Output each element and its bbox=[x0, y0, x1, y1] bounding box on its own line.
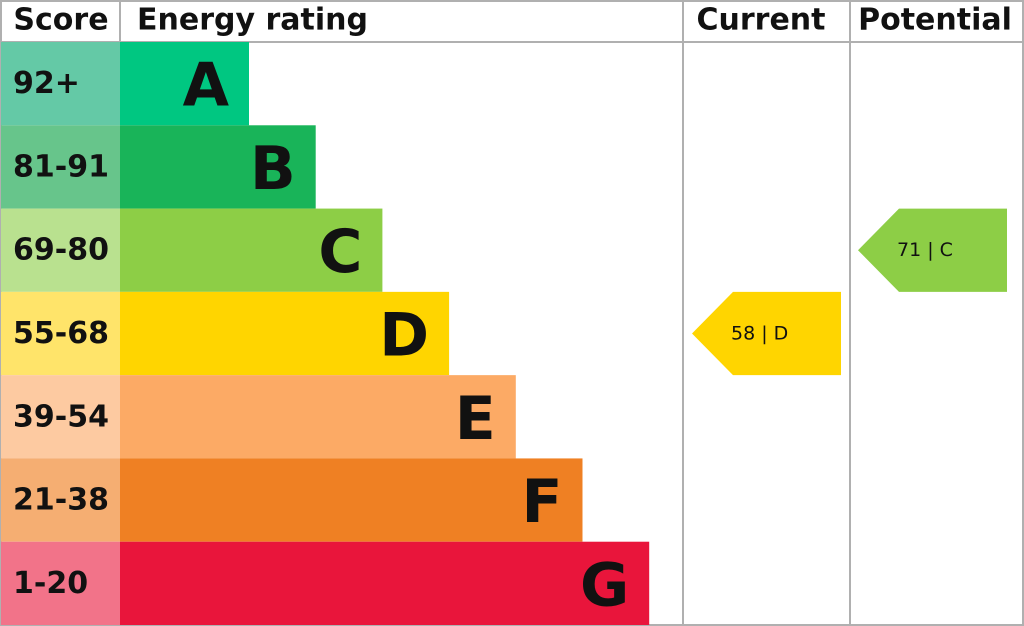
rating-bar bbox=[120, 125, 316, 209]
potential-label: 71 | C bbox=[897, 239, 953, 261]
rating-letter: A bbox=[183, 51, 230, 121]
header-rating: Energy rating bbox=[137, 3, 368, 38]
score-cell bbox=[1, 125, 120, 209]
score-label: 39-54 bbox=[13, 399, 109, 434]
rating-bar bbox=[120, 458, 583, 542]
rating-bar bbox=[120, 42, 249, 126]
rating-letter: D bbox=[379, 301, 429, 371]
score-label: 92+ bbox=[13, 66, 80, 101]
score-label: 69-80 bbox=[13, 233, 109, 268]
score-label: 81-91 bbox=[13, 149, 109, 184]
score-cell bbox=[1, 458, 120, 542]
rating-letter: C bbox=[318, 217, 362, 287]
rating-letter: F bbox=[522, 467, 563, 537]
score-cell bbox=[1, 375, 120, 459]
score-label: 21-38 bbox=[13, 483, 109, 518]
score-cell bbox=[1, 541, 120, 625]
current-label: 58 | D bbox=[731, 323, 788, 345]
rating-letter: E bbox=[455, 384, 496, 454]
header-current: Current bbox=[696, 3, 825, 38]
rating-letter: G bbox=[580, 550, 629, 620]
score-cell bbox=[1, 291, 120, 376]
potential-arrow bbox=[858, 208, 1007, 292]
rating-bar bbox=[120, 541, 650, 625]
rating-letter: B bbox=[250, 134, 296, 204]
rating-bar bbox=[120, 291, 450, 376]
score-label: 55-68 bbox=[13, 316, 109, 351]
rating-bar bbox=[120, 208, 383, 292]
score-cell bbox=[1, 208, 120, 292]
current-arrow bbox=[692, 291, 841, 376]
rating-bar bbox=[120, 375, 516, 459]
score-cell bbox=[1, 42, 120, 126]
header-score: Score bbox=[13, 3, 108, 38]
header-potential: Potential bbox=[858, 3, 1012, 38]
score-label: 1-20 bbox=[13, 566, 88, 601]
